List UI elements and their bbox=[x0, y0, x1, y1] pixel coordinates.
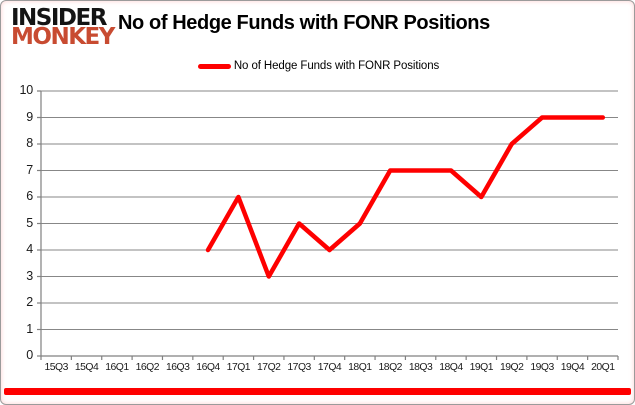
logo-text-monkey: MONKEY bbox=[11, 24, 115, 51]
legend-line-swatch bbox=[197, 63, 231, 69]
y-tick-label: 8 bbox=[26, 136, 33, 150]
y-tick-label: 5 bbox=[26, 215, 33, 230]
chart-title: No of Hedge Funds with FONR Positions bbox=[118, 12, 490, 34]
x-tick-label: 15Q3 bbox=[44, 362, 68, 373]
x-tick-label: 18Q2 bbox=[378, 362, 403, 373]
x-tick-label: 18Q3 bbox=[408, 362, 433, 373]
y-tick-label: 0 bbox=[26, 348, 33, 362]
y-tick-label: 4 bbox=[26, 242, 33, 256]
plot-area bbox=[37, 90, 619, 360]
legend-label: No of Hedge Funds with FONR Positions bbox=[233, 60, 440, 72]
data-line-series bbox=[205, 115, 606, 279]
x-tick-label: 19Q3 bbox=[530, 362, 554, 373]
x-tick-label: 16Q2 bbox=[135, 362, 160, 373]
y-tick-label: 1 bbox=[26, 321, 33, 336]
bottom-accent-bar bbox=[4, 388, 631, 395]
x-tick-label: 19Q1 bbox=[469, 362, 494, 373]
x-tick-label: 17Q4 bbox=[317, 362, 342, 373]
x-tick-label: 19Q2 bbox=[499, 362, 524, 373]
x-tick-label: 17Q3 bbox=[287, 362, 311, 373]
y-tick-label: 7 bbox=[26, 162, 33, 177]
x-tick-label: 16Q3 bbox=[165, 362, 190, 373]
x-tick-label: 17Q1 bbox=[226, 362, 251, 373]
x-tick-label: 19Q4 bbox=[560, 362, 585, 373]
x-tick-label: 17Q2 bbox=[257, 362, 281, 373]
x-tick-label: 15Q4 bbox=[74, 362, 99, 373]
x-tick-label: 20Q1 bbox=[591, 362, 615, 373]
x-tick-label: 16Q1 bbox=[105, 362, 129, 373]
y-tick-label: 3 bbox=[26, 268, 33, 283]
y-tick-label: 2 bbox=[26, 295, 33, 309]
y-tick-label: 9 bbox=[26, 109, 33, 124]
logo-text-insider: INSIDER bbox=[11, 5, 107, 31]
x-tick-label: 18Q1 bbox=[348, 362, 372, 373]
y-tick-label: 6 bbox=[26, 189, 33, 203]
y-tick-label: 10 bbox=[19, 83, 33, 97]
insider-monkey-logo: INSIDER MONKEY bbox=[11, 5, 115, 51]
legend: No of Hedge Funds with FONR Positions bbox=[1, 60, 634, 72]
x-tick-label: 16Q4 bbox=[196, 362, 220, 373]
line-chart-canvas bbox=[37, 90, 619, 360]
x-tick-label: 18Q4 bbox=[439, 362, 463, 373]
